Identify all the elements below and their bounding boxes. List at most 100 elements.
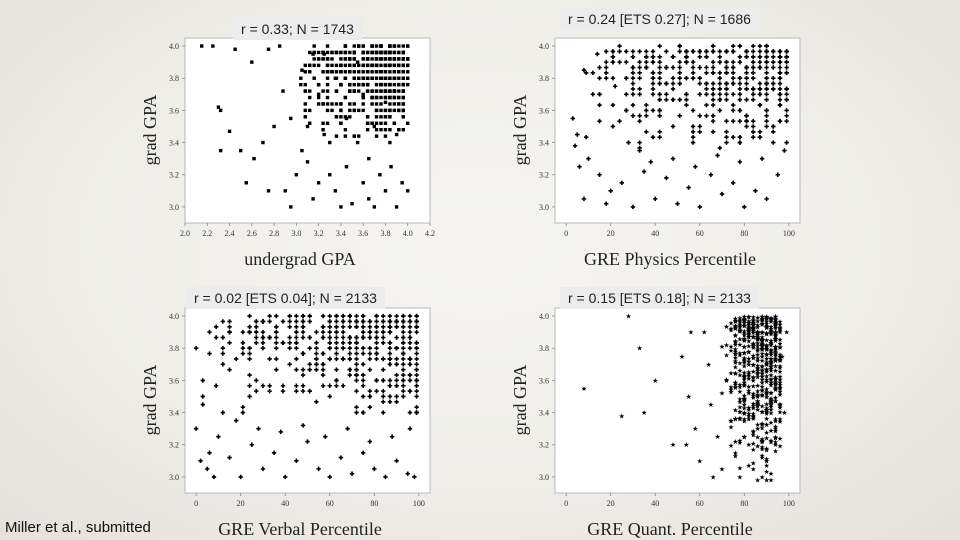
data-point [379,57,383,61]
data-point [597,76,602,81]
data-point [650,54,656,59]
data-point: ★ [755,329,761,337]
data-point [361,44,365,48]
data-point: ★ [772,380,778,388]
data-point [316,102,321,106]
data-point [379,70,383,74]
data-point [637,148,642,153]
data-point [394,383,399,388]
data-point [213,335,219,340]
data-point: ★ [746,355,752,363]
data-point [715,153,720,158]
data-point: ★ [763,320,769,328]
data-point [710,118,716,124]
data-point [252,156,256,161]
data-point [737,108,743,113]
data-point [379,127,383,132]
data-point [330,70,334,74]
data-point: ★ [755,369,761,377]
data-point [414,394,419,399]
data-point: ★ [741,313,747,321]
data-point [374,313,379,319]
data-point [677,76,682,81]
data-point: ★ [737,437,743,445]
data-point [397,50,401,55]
data-point: ★ [755,324,761,332]
x-axis-ticks: 0 20 40 60 80 100 [564,493,795,508]
data-point: ★ [746,406,752,414]
data-point [352,134,356,138]
data-point [389,164,393,169]
data-point [581,67,587,73]
x-axis-label: undergrad GPA [244,249,356,269]
correlation-label-gre-physics: r = 0.24 [ETS 0.27]; N = 1686 [560,8,759,30]
data-point [287,335,292,340]
data-point: ★ [737,473,743,481]
data-point [784,59,789,65]
data-point [207,329,212,335]
data-point: ★ [763,408,769,416]
x-tick-label: 100 [413,499,425,508]
scatter-plot-gre-physics: 3.03.23.43.63.84.0 0 20 40 60 80 100 GRE Phys… [510,37,801,269]
data-point [764,124,769,129]
data-point [397,63,401,68]
data-point [764,118,769,124]
data-point: ★ [746,416,752,424]
data-point: ★ [723,377,729,385]
data-point: ★ [732,332,738,340]
data-point: ★ [741,404,747,412]
data-point: ★ [755,402,761,410]
data-point: ★ [759,357,765,365]
data-point [274,335,279,340]
data-point: ★ [746,383,752,391]
data-point [294,458,299,464]
y-tick-label: 3.0 [169,473,179,482]
data-point [392,70,397,74]
data-point [280,319,286,324]
data-point: ★ [737,341,743,349]
data-point: ★ [737,326,743,334]
data-point [320,383,326,388]
data-point: ★ [750,361,756,369]
data-point: ★ [750,460,756,468]
data-point [653,196,658,202]
data-point: ★ [732,416,738,424]
data-point [254,388,259,394]
data-point [414,378,419,383]
data-point: ★ [732,332,738,340]
data-point: ★ [750,355,756,363]
data-point: ★ [768,316,774,324]
data-point [710,102,716,108]
data-point: ★ [755,399,761,407]
data-point [365,127,370,132]
data-point [367,324,373,329]
plot-area [554,37,801,224]
data-point [610,54,616,59]
data-point [392,44,397,48]
data-point [200,378,206,383]
data-point: ★ [741,349,747,357]
data-point [383,189,388,193]
x-tick-label: 3.2 [314,229,324,238]
data-point [339,102,343,106]
data-point: ★ [741,381,747,389]
data-point [354,367,359,372]
data-point [406,70,410,74]
data-point [327,356,332,362]
data-point: ★ [772,329,778,337]
data-point [389,434,395,439]
data-point [407,324,413,329]
data-point [347,319,353,324]
data-point: ★ [755,333,761,341]
data-point [784,70,789,76]
data-point [340,335,346,340]
data-point [717,86,723,92]
data-point [312,76,316,80]
data-point: ★ [737,324,743,332]
data-point [784,113,789,118]
data-point: ★ [772,385,778,393]
data-point [401,319,406,324]
data-point [388,115,392,119]
data-point [737,43,743,49]
data-point [256,426,261,431]
